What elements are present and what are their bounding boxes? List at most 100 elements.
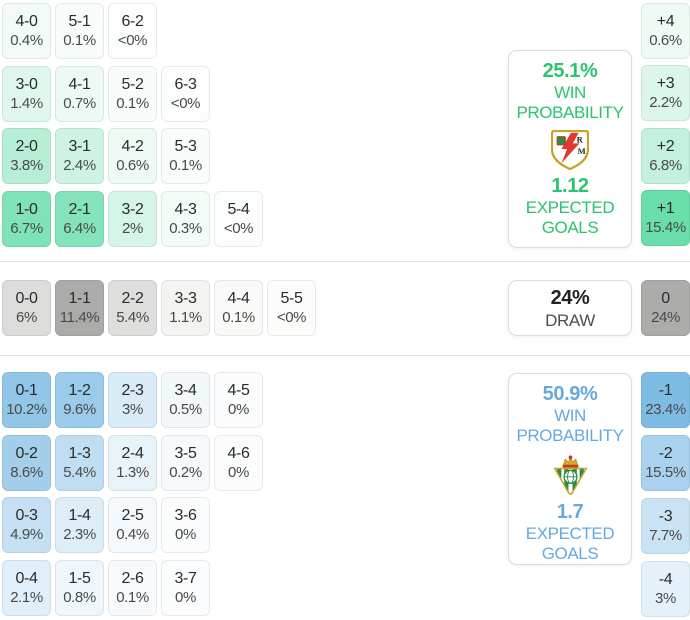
score-cell-2-6: 2-6 0.1% [108,559,157,616]
goal-margin-cell-+4: +4 0.6% [641,3,690,59]
score-label: 0-1 [15,382,38,399]
score-label: +2 [656,138,675,155]
score-label: 1-1 [68,290,91,307]
score-cell-5-3: 5-3 0.1% [161,128,210,185]
score-cell-2-5: 2-5 0.4% [108,497,157,554]
home-win-score-grid: 4-0 0.4% 5-1 0.1% 6-2 <0% 3-0 1.4% 4-1 0.7% 5-2 0.1… [2,3,263,247]
score-cell-1-2: 1-2 9.6% [55,372,104,428]
probability-value: 3% [655,590,676,607]
away-win-score-grid: 0-1 10.2% 1-2 9.6% 2-3 3% 3-4 0.5% 4-5 0% 0-2 8.6% 1… [2,372,263,616]
probability-value: 0.1% [116,94,149,112]
score-cell-2-1: 2-1 6.4% [55,190,104,247]
probability-value: 0.1% [169,157,202,175]
probability-value: <0% [170,94,201,112]
score-cell-4-5: 4-5 0% [214,372,263,428]
away-expected-label-line1: EXPECTED [525,524,615,543]
real-betis-logo [553,454,587,495]
score-cell-5-4: 5-4 <0% [214,190,263,247]
probability-value: 6% [16,309,37,326]
score-cell-3-6: 3-6 0% [161,497,210,554]
draw-score-row: 0-0 6% 1-1 11.4% 2-2 5.4% 3-3 1.1% 4-4 0.1% 5-5 <0% [2,280,316,336]
probability-value: 0.6% [116,157,149,175]
score-row: 2-0 3.8% 3-1 2.4% 4-2 0.6% 5-3 0.1% [2,128,263,185]
score-cell-3-7: 3-7 0% [161,559,210,616]
score-label: 0-2 [15,444,38,462]
probability-value: 15.5% [645,464,686,481]
score-label: 2-2 [121,290,144,307]
probability-value: 0% [228,401,249,418]
score-label: 4-5 [227,382,250,399]
score-label: 3-6 [174,507,197,525]
score-label: 0-0 [15,290,38,307]
probability-value: 0.4% [116,526,149,544]
score-label: 3-3 [174,290,197,307]
away-expected-label-line2: GOALS [541,544,599,563]
score-cell-3-2: 3-2 2% [108,190,157,247]
probability-value: 2.1% [10,588,43,606]
home-expected-label-line1: EXPECTED [525,198,615,217]
probability-value: 23.4% [645,401,686,418]
score-label: -1 [658,382,673,399]
probability-value: 5.4% [63,463,96,481]
goal-margin-cell--3: -3 7.7% [641,498,690,554]
score-cell-0-2: 0-2 8.6% [2,434,51,491]
probability-value: <0% [276,309,307,326]
score-cell-4-0: 4-0 0.4% [2,3,51,59]
score-label: 3-0 [15,75,38,93]
probability-value: 8.6% [10,463,43,481]
draw-summary-panel: 24% DRAW [508,280,632,336]
score-label: 2-0 [15,138,38,156]
score-cell-4-3: 4-3 0.3% [161,190,210,247]
score-cell-1-4: 1-4 2.3% [55,497,104,554]
score-label: 4-1 [68,75,91,93]
score-label: 1-0 [15,200,38,218]
separator-bottom [0,355,690,356]
probability-value: 0.1% [116,588,149,606]
score-cell-0-4: 0-4 2.1% [2,559,51,616]
goal-margin-cell-+2: +2 6.8% [641,128,690,184]
probability-value: 6.8% [649,157,682,174]
score-label: -3 [658,508,673,525]
score-cell-4-2: 4-2 0.6% [108,128,157,185]
probability-value: 0.6% [649,32,682,49]
probability-value: 6.7% [10,219,43,237]
score-label: 1-3 [68,444,91,462]
score-cell-4-6: 4-6 0% [214,434,263,491]
rayo-vallecano-logo: R M [551,130,589,170]
svg-text:M: M [578,146,586,156]
score-cell-3-1: 3-1 2.4% [55,128,104,185]
score-label: +3 [656,75,675,92]
score-label: 3-7 [174,569,197,587]
score-label: 6-3 [174,75,197,93]
score-cell-1-5: 1-5 0.8% [55,559,104,616]
score-label: 0-3 [15,507,38,525]
score-cell-4-4: 4-4 0.1% [214,280,263,336]
score-row: 3-0 1.4% 4-1 0.7% 5-2 0.1% 6-3 <0% [2,65,263,122]
away-win-probability-value: 50.9% [542,383,598,405]
probability-value: 0.2% [169,463,202,481]
score-label: 1-4 [68,507,91,525]
separator-top [0,261,690,262]
away-win-label-line1: WIN [554,406,586,425]
score-cell-3-3: 3-3 1.1% [161,280,210,336]
probability-value: 10.2% [6,401,47,418]
score-label: 0 [661,290,670,307]
score-label: -2 [658,445,673,462]
score-label: 5-3 [174,138,197,156]
probability-value: 15.4% [645,219,686,236]
home-expected-label-line2: GOALS [541,218,599,237]
score-cell-2-0: 2-0 3.8% [2,128,51,185]
score-label: 2-1 [68,200,91,218]
score-label: 3-1 [68,138,91,156]
probability-value: 24% [651,309,680,326]
score-row: 0-2 8.6% 1-3 5.4% 2-4 1.3% 3-5 0.2% 4-6 0% [2,434,263,491]
score-row: 4-0 0.4% 5-1 0.1% 6-2 <0% [2,3,263,59]
score-label: 4-4 [227,290,250,307]
probability-value: 3% [122,401,143,418]
probability-value: 5.4% [116,309,149,326]
probability-value: 0.7% [63,94,96,112]
away-win-label-line2: PROBABILITY [516,426,624,445]
goal-margin-cell--4: -4 3% [641,561,690,617]
home-win-probability-value: 25.1% [542,60,598,82]
score-cell-5-5: 5-5 <0% [267,280,316,336]
